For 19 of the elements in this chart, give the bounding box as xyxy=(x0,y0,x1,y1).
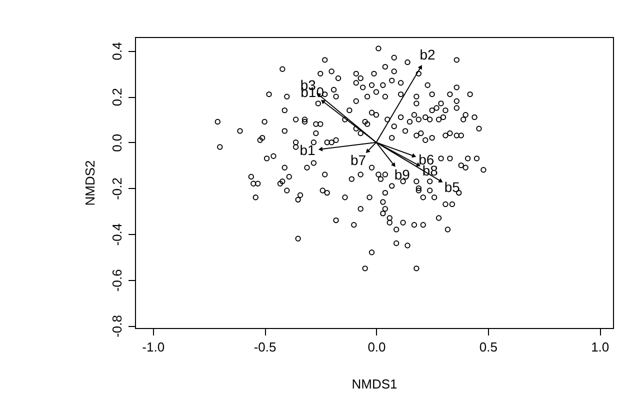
y-tick-label: 0.4 xyxy=(110,42,124,60)
annotation: b5 xyxy=(444,179,460,196)
x-axis-title: NMDS1 xyxy=(352,376,398,392)
x-tick-label: 1.0 xyxy=(591,340,610,354)
y-tick-label: -0.8 xyxy=(110,315,124,338)
annotation: b9 xyxy=(394,166,410,183)
y-tick-label: -0.4 xyxy=(110,223,124,246)
x-tick-label: 0.5 xyxy=(479,340,498,354)
y-tick-label: 0.0 xyxy=(110,134,124,152)
y-tick-label: -0.6 xyxy=(110,269,124,292)
x-tick-label: -0.5 xyxy=(254,340,276,354)
y-tick-label: -0.2 xyxy=(110,178,124,200)
x-tick-label: 0.0 xyxy=(368,340,386,354)
x-tick-label: -1.0 xyxy=(142,340,165,354)
annotation: b2 xyxy=(420,46,436,63)
y-axis-title: NMDS2 xyxy=(82,160,98,206)
y-tick-label: 0.2 xyxy=(110,88,124,106)
annotation: b7 xyxy=(350,152,366,168)
annotation: b1 xyxy=(300,142,316,158)
